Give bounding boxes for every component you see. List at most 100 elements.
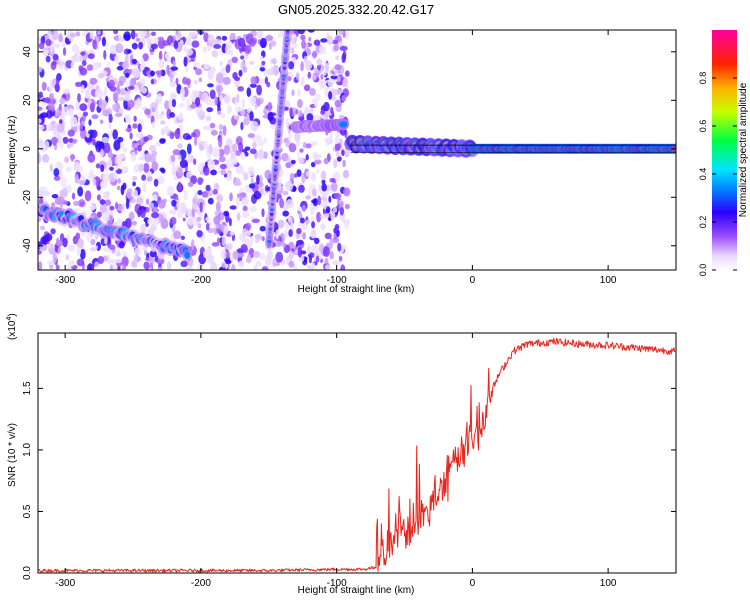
- heatmap-noise-blob: [60, 177, 67, 188]
- heatmap-noise-blob: [215, 72, 224, 84]
- heatmap-noise-blob: [313, 39, 321, 46]
- heatmap-noise-blob: [249, 61, 255, 65]
- heatmap-noise-blob: [103, 142, 111, 154]
- heatmap-noise-blob: [150, 70, 155, 77]
- heatmap-noise-blob: [213, 44, 222, 49]
- heatmap-noise-blob: [229, 205, 237, 210]
- heatmap-noise-blob: [334, 224, 340, 230]
- heatmap-noise-blob: [325, 184, 333, 192]
- heatmap-noise-blob: [196, 164, 204, 172]
- heatmap-noise-blob: [171, 199, 177, 207]
- heatmap-noise-blob: [96, 211, 102, 218]
- heatmap-noise-blob: [283, 230, 288, 239]
- snr-panel: -300 -200 -100 0 100 0.0 0.5 1.0 1.5 Height of …: [6, 313, 677, 596]
- heatmap-noise-blob: [298, 116, 305, 121]
- heatmap-noise-blob: [186, 171, 192, 178]
- heatmap-noise-blob: [107, 254, 111, 265]
- heatmap-noise-blob: [138, 156, 144, 161]
- heatmap-noise-blob: [84, 90, 92, 100]
- heatmap-noise-blob: [114, 154, 122, 165]
- heatmap-noise-blob: [180, 87, 185, 98]
- spectrogram-y-axis-label: Frequency (Hz): [7, 116, 18, 185]
- heatmap-noise-blob: [250, 76, 257, 85]
- heatmap-noise-blob: [205, 222, 210, 231]
- heatmap-noise-blob: [319, 79, 324, 90]
- heatmap-noise-blob: [321, 183, 328, 192]
- heatmap-noise-blob: [202, 125, 211, 130]
- heatmap-noise-blob: [252, 250, 261, 258]
- heatmap-noise-blob: [337, 242, 342, 252]
- heatmap-noise-blob: [316, 64, 322, 70]
- heatmap-noise-blob: [291, 89, 295, 97]
- heatmap-noise-blob: [121, 166, 129, 174]
- heatmap-noise-blob: [155, 70, 163, 75]
- heatmap-noise-blob: [61, 38, 66, 48]
- heatmap-noise-blob: [256, 84, 262, 96]
- heatmap-noise-blob: [341, 149, 345, 156]
- heatmap-noise-blob: [169, 73, 174, 83]
- heatmap-noise-blob: [197, 223, 202, 229]
- heatmap-noise-blob: [44, 140, 50, 150]
- heatmap-noise-blob: [264, 255, 272, 266]
- heatmap-noise-blob: [96, 30, 101, 36]
- heatmap-noise-blob: [295, 108, 299, 115]
- heatmap-noise-blob: [144, 108, 151, 116]
- heatmap-noise-blob: [219, 94, 224, 103]
- heatmap-noise-blob: [290, 46, 295, 55]
- heatmap-noise-blob: [42, 154, 50, 163]
- heatmap-noise-blob: [328, 91, 333, 100]
- heatmap-noise-blob: [186, 35, 192, 47]
- heatmap-noise-blob: [259, 78, 267, 84]
- heatmap-noise-blob: [220, 223, 224, 232]
- y-tick-label: 0.0: [22, 566, 33, 580]
- heatmap-noise-blob: [114, 258, 122, 264]
- heatmap-noise-blob: [99, 203, 107, 214]
- heatmap-noise-blob: [209, 89, 216, 100]
- heatmap-noise-blob: [158, 50, 163, 61]
- y-tick-label: 1.5: [22, 381, 33, 395]
- heatmap-noise-blob: [120, 88, 126, 96]
- heatmap-noise-blob: [112, 91, 119, 103]
- heatmap-noise-blob: [173, 40, 179, 50]
- heatmap-noise-blob: [219, 60, 223, 67]
- heatmap-noise-blob: [341, 53, 346, 64]
- heatmap-noise-blob: [68, 138, 74, 143]
- heatmap-noise-blob: [305, 219, 311, 224]
- heatmap-noise-blob: [157, 266, 163, 270]
- heatmap-noise-blob: [51, 194, 59, 199]
- heatmap-noise-blob: [153, 206, 158, 214]
- heatmap-noise-blob: [256, 98, 261, 107]
- heatmap-noise-blob: [113, 30, 119, 35]
- heatmap-noise-blob: [48, 83, 53, 93]
- heatmap-noise-blob: [285, 180, 294, 192]
- heatmap-noise-blob: [332, 260, 340, 266]
- colorbar-tick-label: 0.4: [698, 168, 708, 181]
- heatmap-noise-blob: [308, 254, 312, 264]
- heatmap-noise-blob: [59, 97, 66, 105]
- heatmap-noise-blob: [219, 213, 225, 221]
- heatmap-noise-blob: [75, 31, 81, 37]
- heatmap-noise-blob: [262, 191, 268, 196]
- heatmap-noise-blob: [100, 148, 104, 158]
- heatmap-noise-blob: [97, 256, 105, 264]
- heatmap-noise-blob: [86, 133, 90, 139]
- heatmap-noise-blob: [345, 70, 350, 77]
- heatmap-noise-blob: [305, 195, 312, 200]
- heatmap-noise-blob: [70, 116, 78, 128]
- heatmap-noise-blob: [240, 244, 248, 253]
- heatmap-noise-blob: [322, 78, 326, 89]
- heatmap-noise-blob: [307, 71, 312, 79]
- heatmap-noise-blob: [294, 131, 301, 142]
- heatmap-noise-blob: [315, 93, 321, 102]
- heatmap-noise-blob: [260, 55, 264, 61]
- heatmap-noise-blob: [90, 169, 94, 178]
- heatmap-noise-blob: [70, 61, 75, 69]
- heatmap-noise-blob: [335, 151, 341, 157]
- heatmap-noise-blob: [298, 184, 305, 193]
- heatmap-noise-blob: [320, 223, 326, 231]
- heatmap-noise-blob: [40, 225, 45, 231]
- heatmap-noise-blob: [162, 126, 170, 135]
- heatmap-noise-blob: [77, 186, 84, 197]
- heatmap-noise-blob: [311, 229, 316, 239]
- heatmap-noise-blob: [334, 192, 342, 200]
